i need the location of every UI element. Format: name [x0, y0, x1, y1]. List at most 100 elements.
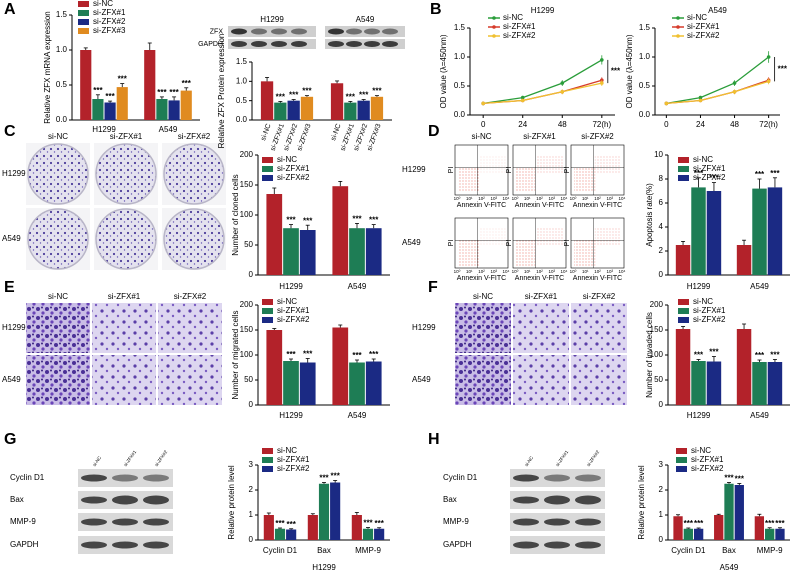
row-label: A549 — [402, 238, 421, 247]
bar — [752, 188, 767, 275]
x-tick-label: H1299 — [687, 411, 711, 420]
row-label: H1299 — [412, 323, 436, 332]
row-label: A549 — [2, 234, 21, 243]
bar — [330, 482, 341, 540]
legend-label: si-ZFX#1 — [277, 164, 310, 173]
flow-tick-label: 10⁴ — [503, 269, 510, 274]
y-tick-label: 200 — [240, 150, 254, 159]
blot-band — [382, 28, 398, 35]
transwell-image — [158, 355, 222, 405]
blot-band — [328, 28, 344, 35]
bar — [332, 186, 349, 275]
legend-label: si-ZFX#2 — [277, 464, 310, 473]
series-line — [483, 59, 603, 105]
flow-y-label: PI — [448, 240, 455, 247]
colony-plate — [163, 143, 225, 205]
bar — [775, 528, 785, 540]
x-tick-label: H1299 — [279, 282, 303, 291]
blot-band — [346, 28, 362, 35]
blot-band — [291, 28, 307, 35]
flow-tick-label: 10⁴ — [619, 269, 626, 274]
blot-band — [575, 495, 601, 505]
y-tick-label: 1.0 — [236, 76, 248, 85]
column-label: si-ZFX#1 — [523, 132, 556, 141]
bar — [675, 245, 691, 275]
flow-events — [574, 240, 596, 266]
legend-swatch — [78, 28, 89, 34]
legend-label: si-ZFX#2 — [687, 31, 720, 40]
legend-swatch — [678, 317, 689, 323]
blot-target: ZFX — [210, 28, 224, 35]
flow-tick-label: 10⁰ — [512, 269, 519, 274]
y-tick-label: 1.5 — [236, 57, 248, 66]
legend-swatch — [678, 308, 689, 314]
blot-band — [231, 28, 247, 35]
significance: *** — [169, 88, 179, 97]
chart-title: H1299 — [531, 6, 555, 15]
flow-x-label: Annexin V-FITC — [573, 202, 622, 209]
x-tick-label: MMP-9 — [355, 546, 381, 555]
blot-band — [143, 541, 169, 549]
legend-swatch — [262, 448, 273, 454]
transwell-image — [513, 303, 569, 353]
flow-tick-label: 10¹ — [582, 269, 589, 274]
legend-swatch — [78, 1, 89, 7]
blot-band — [81, 496, 107, 504]
y-tick-label: 8 — [659, 174, 664, 183]
legend-label: si-ZFX#1 — [503, 22, 536, 31]
y-axis-label: OD value (λ=450nm) — [625, 34, 634, 108]
panel-letter: E — [4, 279, 15, 296]
x-tick-label: A549 — [750, 411, 769, 420]
legend-swatch — [676, 25, 680, 29]
significance: *** — [684, 519, 694, 528]
row-label: H1299 — [402, 165, 426, 174]
significance: *** — [694, 519, 704, 528]
significance: *** — [118, 75, 128, 84]
bar — [693, 528, 704, 540]
significance: *** — [157, 88, 167, 97]
flow-tick-label: 10¹ — [466, 196, 473, 201]
legend-label: si-ZFX#2 — [277, 173, 310, 182]
significance: *** — [275, 519, 285, 528]
flow-events — [478, 228, 506, 246]
legend-swatch — [262, 457, 273, 463]
bar — [706, 191, 722, 275]
bar — [724, 483, 734, 540]
column-label: si-ZFX#1 — [108, 292, 141, 301]
bar — [116, 87, 128, 120]
legend-swatch — [262, 175, 273, 181]
y-tick-label: 1 — [659, 510, 664, 519]
y-tick-label: 1.5 — [56, 10, 68, 19]
bar — [714, 515, 724, 540]
x-tick-label: MMP-9 — [757, 546, 783, 555]
y-tick-label: 1.0 — [454, 52, 466, 61]
flow-events — [594, 155, 622, 173]
point — [600, 58, 604, 62]
blot-band — [271, 41, 287, 47]
blot-header: A549 — [356, 15, 375, 24]
flow-events — [478, 155, 506, 173]
legend-label: si-NC — [687, 13, 707, 22]
bar — [299, 362, 316, 405]
legend-label: si-NC — [693, 297, 713, 306]
flow-events — [536, 155, 564, 173]
blot-band — [143, 495, 169, 505]
significance: *** — [286, 216, 296, 225]
x-tick-label: Cyclin D1 — [671, 546, 706, 555]
bar — [286, 529, 297, 540]
legend-label: si-ZFX#1 — [277, 306, 310, 315]
significance: *** — [330, 472, 340, 481]
bar — [318, 483, 330, 540]
bar — [374, 528, 385, 540]
flow-events — [574, 167, 596, 193]
y-tick-label: 0.5 — [56, 80, 68, 89]
legend-label: si-NC — [277, 155, 297, 164]
legend-swatch — [678, 299, 689, 305]
panel-letter: G — [4, 431, 16, 448]
bar — [765, 528, 775, 540]
bar — [307, 515, 318, 540]
significance: *** — [374, 519, 384, 528]
bar — [344, 102, 357, 120]
y-tick-label: 4 — [659, 222, 664, 231]
